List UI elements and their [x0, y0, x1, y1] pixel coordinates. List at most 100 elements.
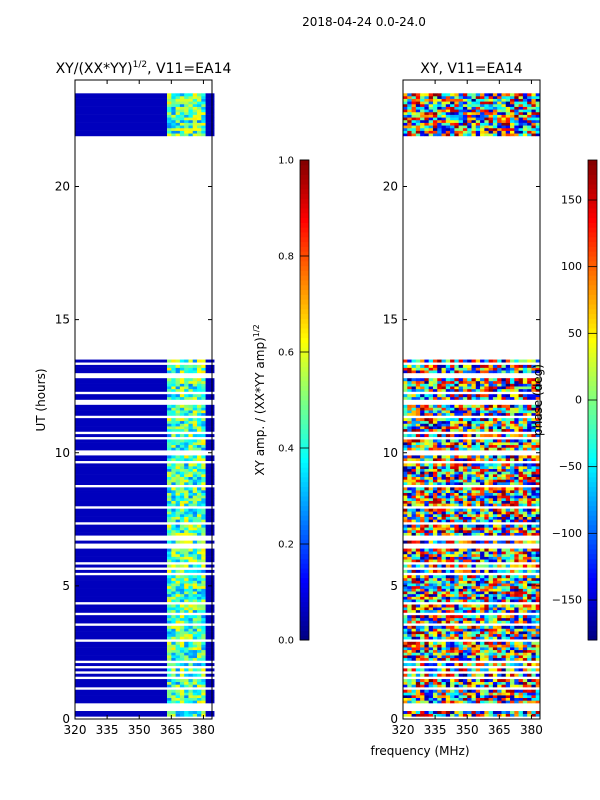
heatmap-cell [445, 495, 451, 499]
heatmap-cell [492, 532, 498, 536]
heatmap-cell [407, 492, 412, 496]
heatmap-cell [497, 633, 502, 637]
heatmap-cell [175, 711, 181, 714]
heatmap-cell [471, 487, 477, 491]
heatmap-cell [205, 111, 211, 115]
heatmap-cell [527, 428, 532, 432]
heatmap-cell [192, 644, 198, 648]
heatmap-cell [188, 631, 194, 635]
heatmap-cell [531, 412, 537, 416]
heatmap-cell [518, 692, 524, 696]
heatmap-cell [484, 564, 489, 568]
heatmap-cell [75, 364, 168, 368]
colorbar-segment [300, 568, 309, 574]
heatmap-cell [497, 426, 502, 430]
heatmap-cell [488, 468, 494, 472]
heatmap-cell [420, 596, 425, 600]
heatmap-cell [518, 679, 524, 683]
heatmap-cell [415, 378, 421, 382]
heatmap-cell [188, 527, 194, 531]
heatmap-cell [535, 404, 541, 408]
heatmap-cell [505, 487, 511, 491]
heatmap-cell [192, 490, 198, 493]
heatmap-cell [75, 458, 168, 462]
heatmap-cell [420, 569, 425, 573]
heatmap-cell [403, 527, 408, 531]
heatmap-cell [179, 532, 185, 536]
heatmap-cell [454, 471, 459, 475]
heatmap-cell [184, 383, 189, 387]
heatmap-cell [484, 631, 489, 635]
heatmap-cell [420, 564, 425, 568]
heatmap-cell [505, 711, 511, 714]
heatmap-cell [531, 364, 537, 368]
heatmap-cell [467, 516, 472, 520]
heatmap-cell [167, 426, 172, 430]
heatmap-cell [445, 559, 451, 563]
heatmap-cell [445, 474, 451, 478]
heatmap-cell [510, 713, 515, 717]
heatmap-cell [454, 596, 459, 600]
heatmap-cell [411, 370, 417, 374]
heatmap-cell [441, 617, 447, 621]
heatmap-cell [514, 388, 519, 392]
heatmap-cell [179, 591, 185, 595]
heatmap-cell [428, 423, 434, 427]
heatmap-cell [407, 695, 412, 698]
heatmap-cell [201, 673, 206, 677]
heatmap-cell [171, 367, 176, 371]
heatmap-cell [441, 569, 447, 573]
heatmap-cell [171, 500, 176, 504]
heatmap-cell [407, 636, 412, 640]
heatmap-cell [428, 689, 434, 693]
heatmap-cell [454, 519, 459, 523]
heatmap-cell [184, 396, 189, 400]
heatmap-cell [535, 447, 541, 451]
heatmap-cell [505, 620, 511, 624]
heatmap-cell [167, 607, 172, 611]
heatmap-cell [201, 428, 206, 432]
heatmap-cell [527, 532, 532, 536]
heatmap-cell [522, 428, 528, 432]
heatmap-cell [407, 412, 412, 416]
heatmap-cell [428, 439, 434, 443]
heatmap-cell [407, 559, 412, 563]
heatmap-cell [505, 647, 511, 651]
heatmap-cell [179, 527, 185, 531]
heatmap-cell [510, 117, 515, 121]
heatmap-cell [205, 500, 211, 504]
heatmap-cell [441, 386, 447, 390]
heatmap-cell [75, 386, 168, 390]
heatmap-cell [484, 692, 489, 696]
heatmap-cell [192, 420, 198, 424]
heatmap-cell [192, 103, 198, 107]
heatmap-cell [492, 133, 498, 137]
heatmap-cell [445, 458, 451, 462]
heatmap-cell [201, 548, 206, 552]
heatmap-cell [497, 540, 502, 544]
heatmap-cell [192, 617, 198, 621]
heatmap-cell [518, 412, 524, 416]
heatmap-cell [518, 396, 524, 400]
heatmap-cell [458, 117, 464, 121]
heatmap-cell [445, 647, 451, 651]
heatmap-cell [75, 516, 168, 520]
heatmap-cell [505, 540, 511, 544]
heatmap-cell [201, 617, 206, 621]
heatmap-cell [458, 407, 464, 411]
colorbar-segment [300, 457, 309, 463]
heatmap-cell [441, 482, 447, 485]
heatmap-cell [497, 364, 502, 368]
heatmap-cell [445, 617, 451, 621]
heatmap-cell [522, 649, 528, 653]
heatmap-cell [201, 655, 206, 659]
heatmap-cell [462, 516, 468, 520]
heatmap-cell [411, 636, 417, 640]
heatmap-cell [522, 580, 528, 584]
heatmap-cell [420, 553, 425, 557]
heatmap-cell [475, 532, 481, 536]
heatmap-cell [475, 367, 481, 371]
heatmap-cell [480, 513, 485, 517]
heatmap-cell [458, 495, 464, 499]
heatmap-cell [527, 689, 532, 693]
